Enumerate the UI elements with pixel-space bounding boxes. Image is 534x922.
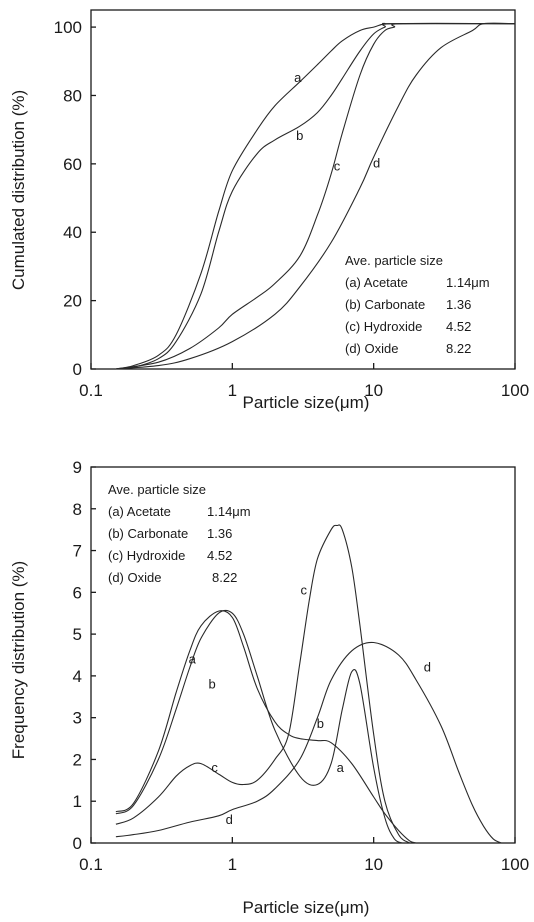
plot-frame (90, 466, 516, 844)
legend-label-a: (a) Acetate (108, 504, 171, 519)
curve-label-c: c (334, 159, 341, 174)
curve-label-b: b (317, 716, 324, 731)
y-tick-label: 0 (73, 360, 82, 379)
series-line-a (115, 610, 417, 844)
y-tick-label: 9 (73, 458, 82, 477)
y-axis-title: Frequency distribution (%) (9, 561, 28, 759)
legend-value-c: 4.52 (446, 319, 471, 334)
curve-label-c: c (300, 582, 307, 597)
legend-value-d: 8.22 (212, 570, 237, 585)
y-tick-label: 3 (73, 709, 82, 728)
curve-label-a: a (189, 651, 197, 666)
x-tick-label: 10 (364, 855, 383, 874)
legend-value-a: 1.14μm (446, 275, 490, 290)
series-line-b (115, 609, 403, 844)
y-tick-label: 8 (73, 500, 82, 519)
legend: Ave. particle size (a) Acetate 1.14μm (b… (108, 482, 251, 585)
curve-label-c: c (211, 760, 218, 775)
curves (115, 22, 516, 370)
legend-label-a: (a) Acetate (345, 275, 408, 290)
curve-label-d: d (424, 660, 431, 675)
series-line-b (115, 22, 516, 370)
legend-label-c: (c) Hydroxide (345, 319, 422, 334)
legend-value-c: 4.52 (207, 548, 232, 563)
y-tick-label: 0 (73, 834, 82, 853)
legend-value-b: 1.36 (207, 526, 232, 541)
x-ticks: 0.1 1 10 100 (79, 837, 529, 874)
legend-label-b: (b) Carbonate (108, 526, 188, 541)
x-tick-label: 1 (228, 381, 237, 400)
curves (115, 524, 502, 844)
x-tick-label: 0.1 (79, 855, 103, 874)
legend: Ave. particle size (a) Acetate 1.14μm (b… (345, 253, 490, 356)
legend-label-b: (b) Carbonate (345, 297, 425, 312)
y-tick-label: 7 (73, 542, 82, 561)
cumulated-distribution-chart: 0 20 40 60 80 100 0.1 1 10 100 a b c d Particle siz… (9, 9, 529, 412)
legend-value-b: 1.36 (446, 297, 471, 312)
x-axis-title: Particle size(μm) (243, 393, 370, 412)
x-tick-label: 0.1 (79, 381, 103, 400)
y-tick-label: 60 (63, 155, 82, 174)
series-line-d (115, 641, 502, 844)
y-axis-title: Cumulated distribution (%) (9, 90, 28, 290)
legend-title: Ave. particle size (108, 482, 206, 497)
y-tick-label: 100 (54, 18, 82, 37)
y-tick-label: 80 (63, 86, 82, 105)
curve-label-b: b (209, 676, 216, 691)
y-tick-label: 4 (73, 667, 82, 686)
legend-label-d: (d) Oxide (108, 570, 161, 585)
series-line-a (115, 22, 515, 370)
x-tick-label: 10 (364, 381, 383, 400)
y-tick-label: 40 (63, 223, 82, 242)
y-ticks: 0 1 2 3 4 5 6 7 8 9 (73, 458, 96, 853)
y-tick-label: 1 (73, 792, 82, 811)
curve-label-b: b (296, 128, 303, 143)
curve-labels: a b c d (294, 70, 380, 174)
series-line-c (115, 22, 516, 370)
x-tick-label: 100 (501, 855, 529, 874)
legend-title: Ave. particle size (345, 253, 443, 268)
x-ticks: 0.1 1 10 100 (79, 363, 529, 400)
y-tick-label: 5 (73, 625, 82, 644)
y-tick-label: 20 (63, 292, 82, 311)
plot-frame (90, 9, 516, 370)
curve-label-d: d (373, 155, 380, 170)
y-tick-label: 6 (73, 583, 82, 602)
x-axis-title: Particle size(μm) (243, 898, 370, 917)
legend-label-c: (c) Hydroxide (108, 548, 185, 563)
y-ticks: 0 20 40 60 80 100 (54, 18, 96, 379)
curve-label-a: a (294, 70, 302, 85)
curve-label-d: d (226, 812, 233, 827)
x-tick-label: 1 (228, 855, 237, 874)
x-tick-label: 100 (501, 381, 529, 400)
legend-value-d: 8.22 (446, 341, 471, 356)
series-line-c (115, 524, 411, 844)
y-tick-label: 2 (73, 750, 82, 769)
legend-value-a: 1.14μm (207, 504, 251, 519)
curve-label-a: a (337, 760, 345, 775)
legend-label-d: (d) Oxide (345, 341, 398, 356)
series-line-d (115, 22, 516, 370)
